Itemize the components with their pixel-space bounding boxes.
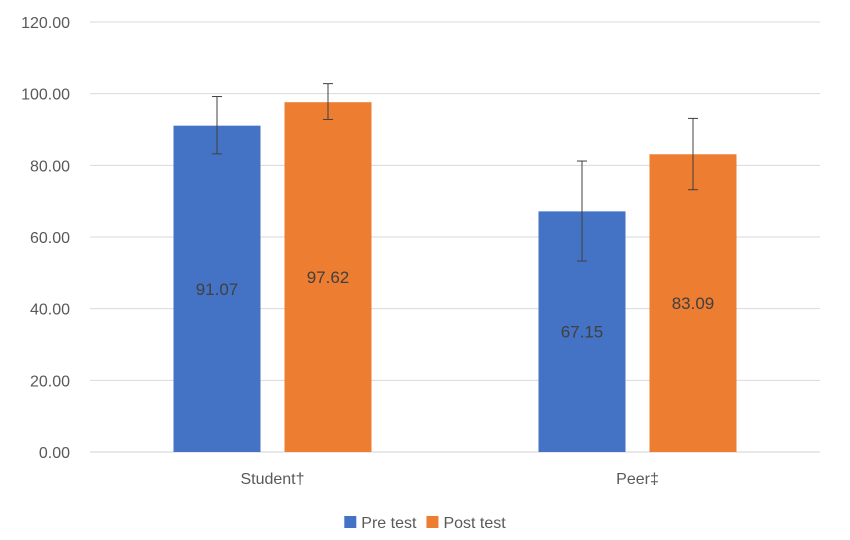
bar-post-test [649, 154, 737, 452]
bar-post-test [284, 102, 372, 452]
data-label: 83.09 [672, 294, 715, 313]
legend-item: Pre test [344, 515, 417, 532]
data-label: 91.07 [196, 280, 239, 299]
y-tick-label: 120.00 [21, 15, 70, 32]
x-axis-categories: Student† Peer‡ [240, 471, 658, 488]
y-tick-label: 20.00 [30, 373, 70, 390]
legend-label: Post test [443, 515, 506, 532]
y-tick-label: 80.00 [30, 158, 70, 175]
bars [173, 102, 737, 452]
category-label: Peer‡ [616, 471, 659, 488]
category-label: Student† [240, 471, 304, 488]
legend-item: Post test [426, 515, 506, 532]
legend: Pre test Post test [344, 515, 506, 532]
data-label: 97.62 [307, 268, 350, 287]
y-tick-label: 100.00 [21, 87, 70, 104]
error-bars [212, 83, 698, 262]
y-tick-label: 40.00 [30, 302, 70, 319]
y-axis-ticks: 0.00 20.00 40.00 60.00 80.00 100.00 120.00 [21, 15, 70, 462]
y-tick-label: 60.00 [30, 230, 70, 247]
bar-pre-test [173, 125, 261, 452]
data-label: 67.15 [561, 323, 604, 342]
y-tick-label: 0.00 [39, 445, 70, 462]
legend-label: Pre test [361, 515, 417, 532]
legend-swatch [344, 516, 357, 528]
data-labels: 91.07 97.62 67.15 83.09 [196, 268, 715, 342]
legend-swatch [426, 516, 439, 528]
